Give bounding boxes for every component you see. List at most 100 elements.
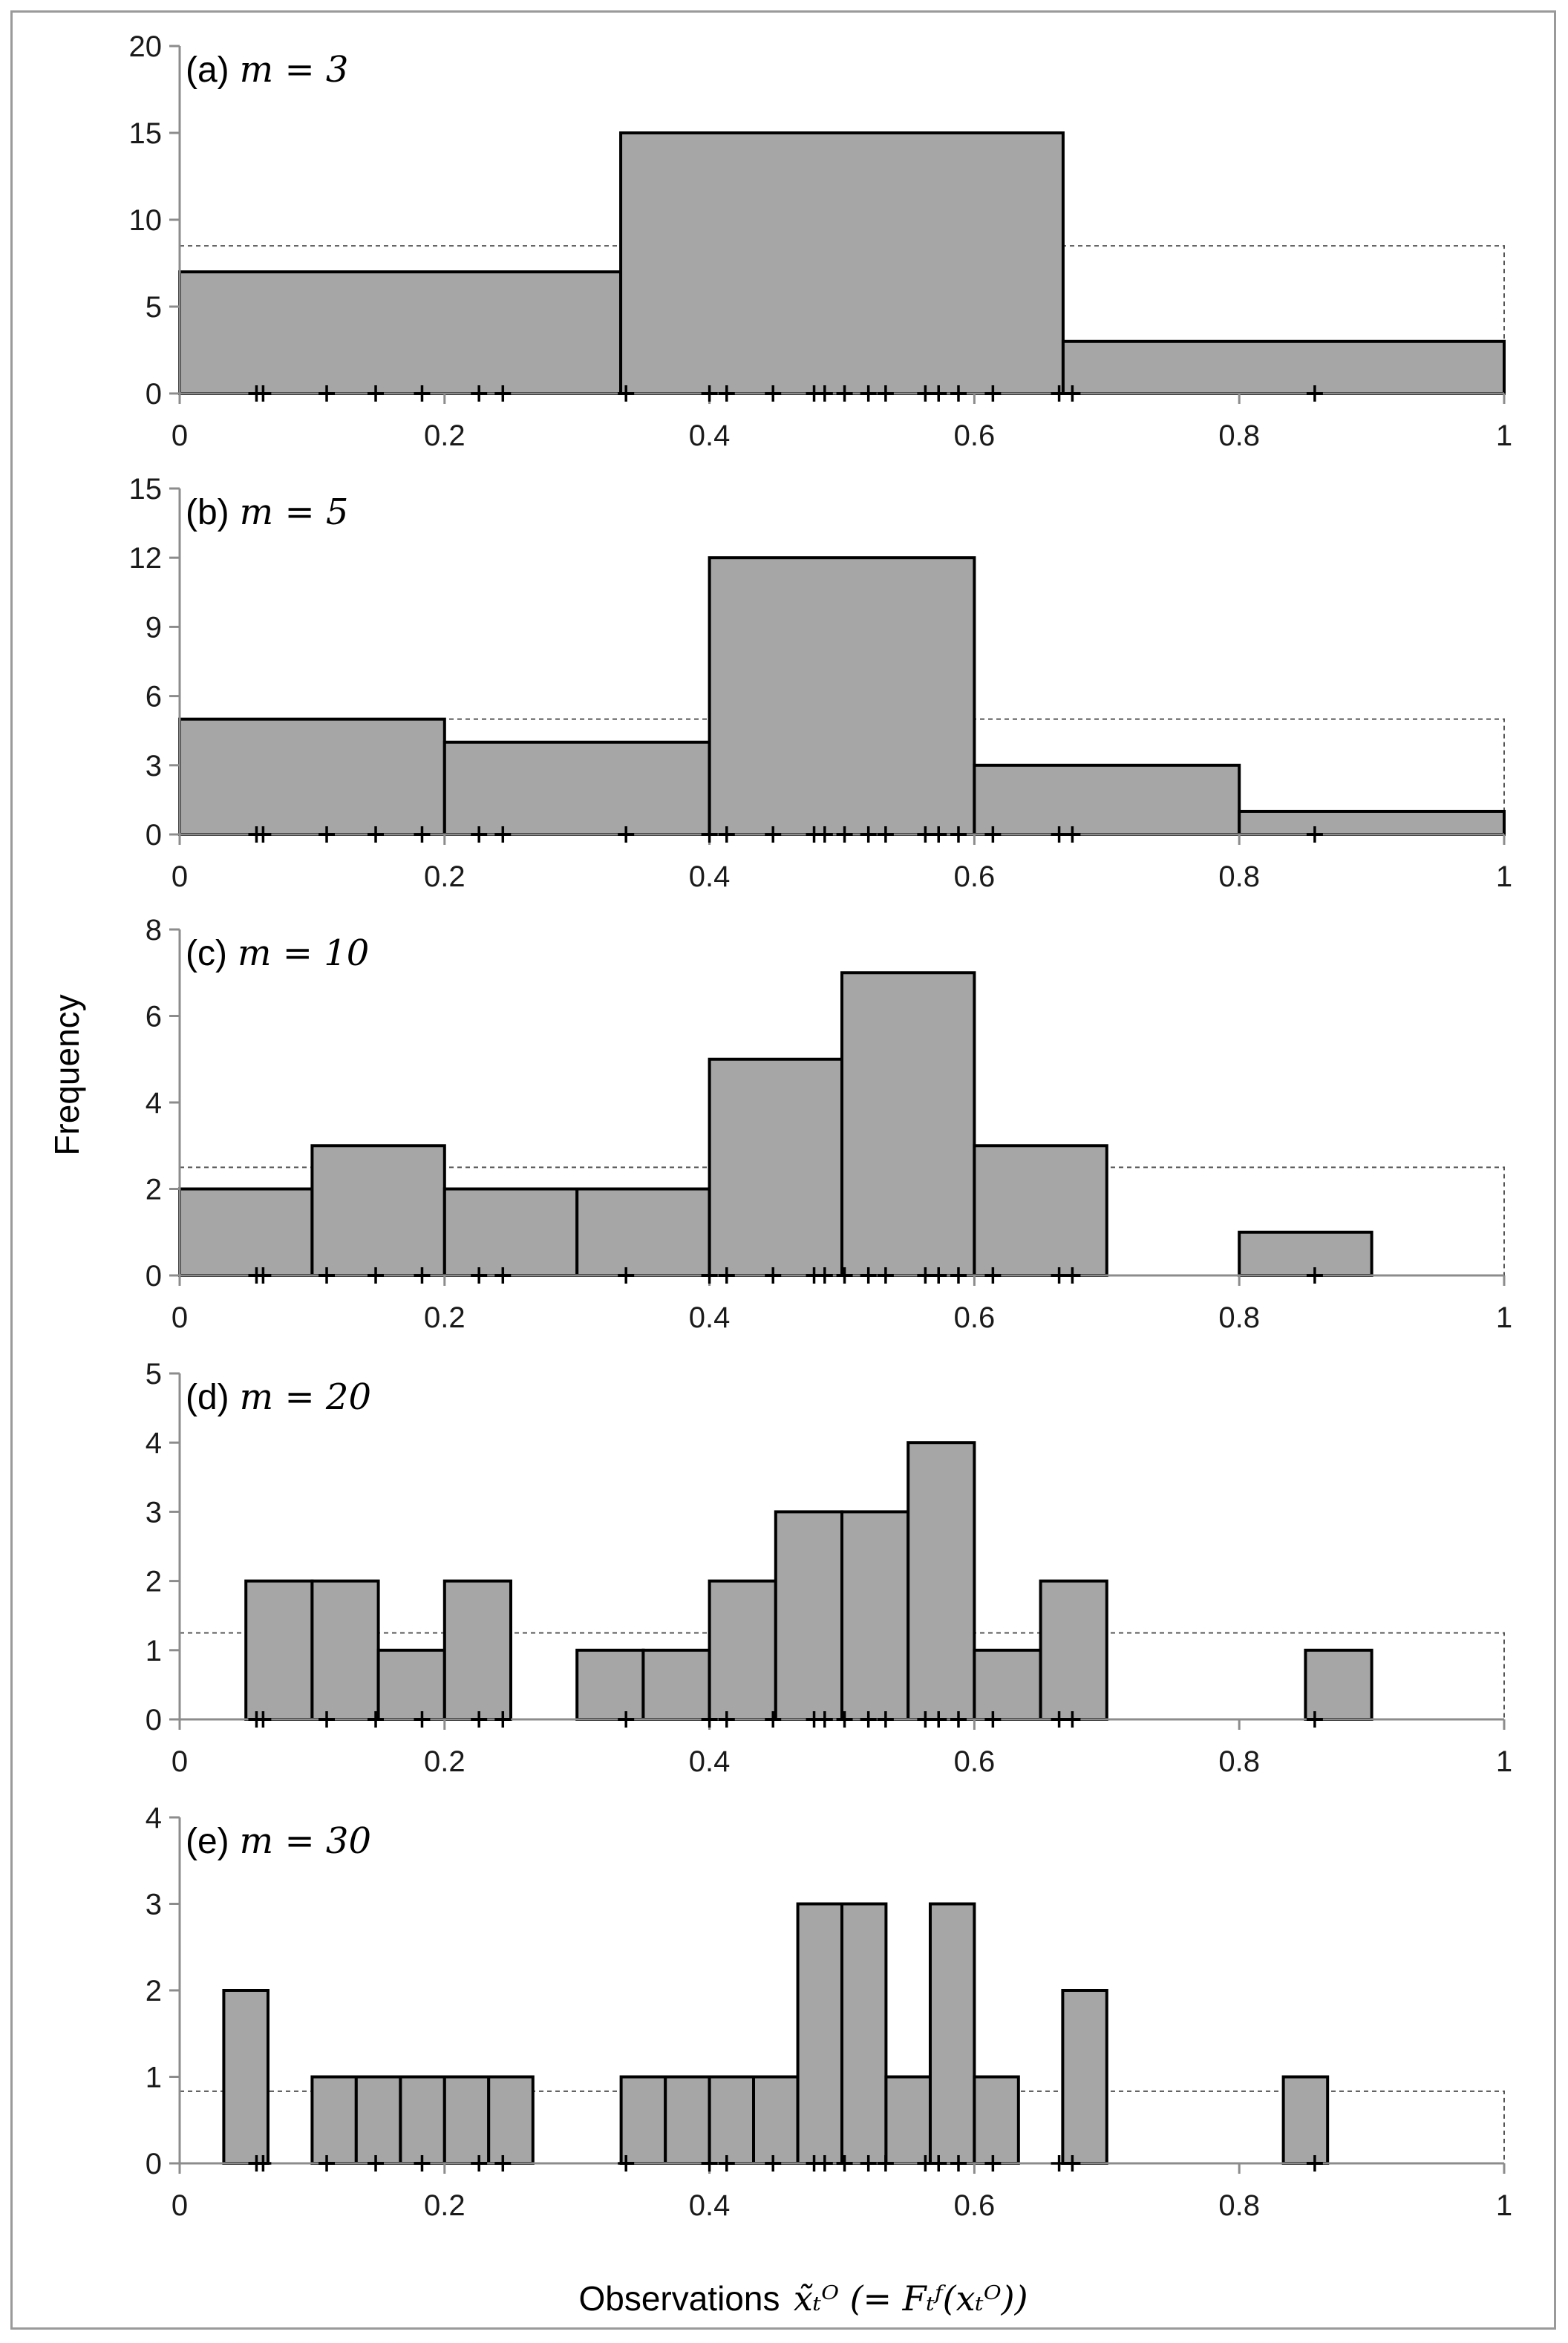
histogram-bar	[244, 1579, 314, 1722]
y-tick-label: 15	[129, 473, 163, 506]
x-tick-label: 1	[1496, 1745, 1512, 1778]
panel-letter: (e)	[186, 1822, 229, 1861]
y-tick-label: 6	[146, 681, 162, 713]
histogram-bar	[376, 1648, 446, 1722]
x-axis-title-text: Observations	[578, 2279, 780, 2318]
y-tick-label: 0	[146, 1260, 162, 1293]
y-axis-title: Frequency	[48, 994, 86, 1155]
histogram-bar	[906, 1441, 976, 1721]
y-tick-label: 5	[146, 1358, 162, 1391]
x-tick-label: 0.8	[1218, 1301, 1260, 1334]
histogram-bar	[310, 1579, 380, 1722]
histogram-bar	[178, 1187, 314, 1277]
y-tick-label: 0	[146, 1704, 162, 1736]
panel-m-value: m = 30	[240, 1820, 371, 1862]
y-tick-label: 3	[146, 750, 162, 782]
x-tick-label: 0.6	[954, 1301, 996, 1334]
histogram-bar	[487, 2075, 535, 2165]
panel-m-value: m = 3	[240, 49, 349, 91]
histogram-bar	[222, 1989, 270, 2165]
panel-e: 0 1 2 3 4 0 0.2 0.4 0.6 0.8 1 (e) m = 30	[146, 1802, 1512, 2222]
histogram-bar	[442, 1187, 579, 1277]
x-tick-label: 0.4	[689, 419, 731, 452]
x-tick-label: 0.6	[954, 2189, 996, 2222]
y-tick-label: 5	[146, 291, 162, 324]
histogram-bar	[575, 1648, 645, 1722]
histogram-bar	[708, 2075, 756, 2165]
panel-title: (c) m = 10	[186, 932, 369, 974]
x-tick-label: 1	[1496, 860, 1512, 893]
histogram-bar	[840, 971, 976, 1277]
y-tick-label: 20	[129, 30, 163, 63]
histogram-bar	[796, 1902, 843, 2165]
histogram-bar	[354, 2075, 402, 2165]
histogram-bar	[664, 2075, 711, 2165]
y-tick-label: 8	[146, 914, 162, 947]
histogram-bar	[884, 2075, 932, 2165]
y-tick-label: 4	[146, 1427, 162, 1460]
panel-m-value: m = 10	[238, 932, 369, 974]
panel-c: 0 2 4 6 8 0 0.2 0.4 0.6 0.8 1 (c) m = 10	[146, 914, 1512, 1334]
y-tick-label: 0	[146, 2148, 162, 2180]
histogram-bar	[774, 1510, 844, 1722]
histogram-bar	[1281, 2075, 1330, 2165]
panel-title: (a) m = 3	[186, 49, 348, 91]
y-tick-label: 2	[146, 1975, 162, 2007]
x-tick-label: 0	[172, 419, 188, 452]
x-tick-label: 0.8	[1218, 419, 1260, 452]
x-tick-label: 0.8	[1218, 2189, 1260, 2222]
y-tick-label: 4	[146, 1802, 162, 1834]
histogram-bar	[442, 740, 711, 837]
histogram-bar	[1238, 809, 1506, 837]
histogram-bar	[708, 556, 976, 836]
y-tick-label: 12	[129, 542, 163, 575]
x-tick-label: 0.2	[424, 1301, 466, 1334]
histogram-bar	[752, 2075, 800, 2165]
panel-title: (d) m = 20	[186, 1376, 371, 1418]
y-tick-label: 2	[146, 1174, 162, 1206]
y-tick-label: 6	[146, 1001, 162, 1033]
panel-d: 0 1 2 3 4 5 0 0.2 0.4 0.6 0.8 1 (d) m = 20	[146, 1358, 1512, 1778]
x-tick-label: 0.6	[954, 860, 996, 893]
histogram-bar	[1061, 1989, 1108, 2165]
histogram-bar	[178, 270, 623, 396]
x-tick-label: 0.4	[689, 2189, 731, 2222]
x-tick-label: 0.6	[954, 419, 996, 452]
histogram-bar	[1238, 1230, 1373, 1277]
y-tick-label: 0	[146, 378, 162, 411]
panel-title: (b) m = 5	[186, 491, 348, 533]
panel-m-value: m = 5	[240, 491, 349, 533]
histogram-bar	[1039, 1579, 1108, 1722]
histogram-bar	[442, 2075, 491, 2165]
histogram-bar	[619, 2075, 667, 2165]
panel-m-value: m = 20	[240, 1376, 371, 1418]
x-tick-label: 0.6	[954, 1745, 996, 1778]
x-tick-label: 0.2	[424, 2189, 466, 2222]
y-tick-label: 1	[146, 1635, 162, 1667]
histogram-bar	[973, 1144, 1108, 1277]
y-tick-label: 3	[146, 1496, 162, 1529]
panel-letter: (d)	[186, 1378, 229, 1417]
histogram-bar	[310, 2075, 358, 2165]
histogram-bar	[928, 1902, 976, 2165]
histogram-bar	[619, 131, 1065, 395]
y-tick-label: 10	[129, 204, 163, 237]
histogram-bar	[840, 1902, 888, 2165]
histogram-bar	[310, 1144, 446, 1277]
x-tick-label: 0.2	[424, 860, 466, 893]
histogram-bar	[641, 1648, 711, 1722]
x-tick-label: 0.4	[689, 1745, 731, 1778]
x-tick-label: 0.8	[1218, 860, 1260, 893]
x-tick-label: 0	[172, 2189, 188, 2222]
histogram-bar	[973, 1648, 1042, 1722]
histogram-bar	[575, 1187, 711, 1277]
x-tick-label: 0.4	[689, 1301, 731, 1334]
histogram-bar	[1061, 339, 1506, 395]
x-tick-label: 0.8	[1218, 1745, 1260, 1778]
panel-letter: (b)	[186, 493, 229, 532]
y-tick-label: 2	[146, 1566, 162, 1598]
histogram-bar	[973, 763, 1241, 837]
x-axis-title-math: x̃ₜᴼ (= Fₜᶠ(xₜᴼ))	[794, 2278, 1028, 2319]
